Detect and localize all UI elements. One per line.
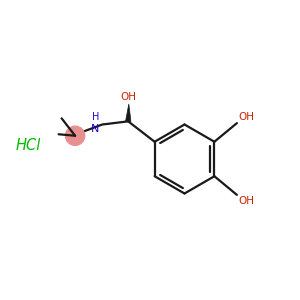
Polygon shape <box>125 104 131 122</box>
Circle shape <box>65 126 85 146</box>
Text: H: H <box>92 112 99 122</box>
Text: OH: OH <box>238 112 254 122</box>
Text: N: N <box>91 124 99 134</box>
Text: HCl: HCl <box>16 138 41 153</box>
Text: OH: OH <box>238 196 254 206</box>
Text: OH: OH <box>121 92 137 101</box>
